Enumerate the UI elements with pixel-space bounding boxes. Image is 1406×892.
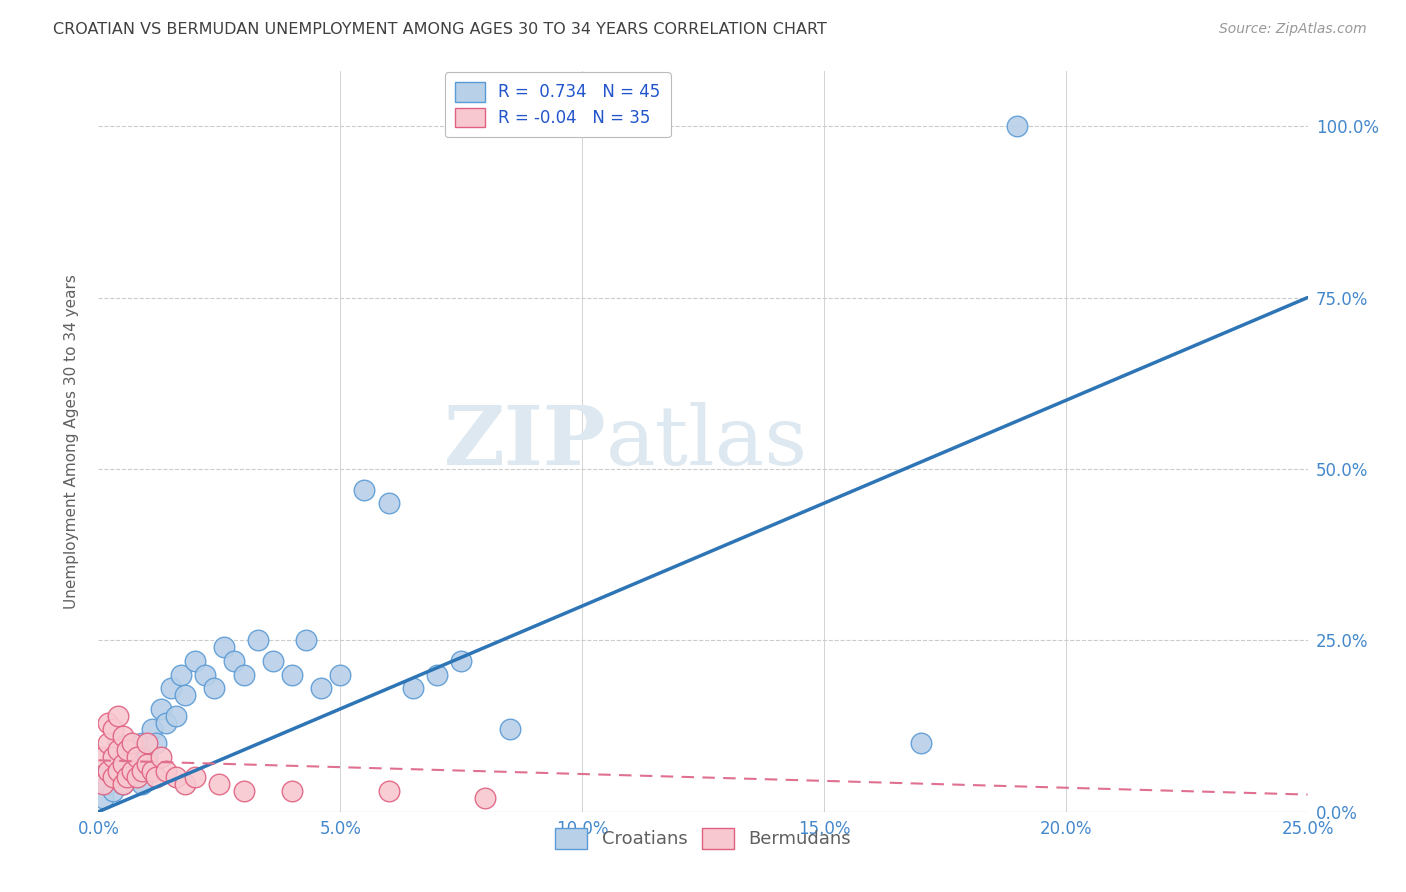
Legend: Croatians, Bermudans: Croatians, Bermudans	[547, 821, 859, 856]
Point	[281, 667, 304, 681]
Point	[101, 750, 124, 764]
Point	[377, 784, 399, 798]
Point	[117, 743, 139, 757]
Point	[295, 633, 318, 648]
Point	[101, 750, 124, 764]
Point	[184, 654, 207, 668]
Point	[212, 640, 235, 655]
Point	[426, 667, 449, 681]
Point	[121, 750, 143, 764]
Point	[329, 667, 352, 681]
Point	[107, 708, 129, 723]
Point	[262, 654, 284, 668]
Point	[111, 756, 134, 771]
Text: atlas: atlas	[606, 401, 808, 482]
Point	[145, 771, 167, 785]
Point	[107, 771, 129, 785]
Point	[165, 708, 187, 723]
Point	[222, 654, 245, 668]
Point	[117, 764, 139, 778]
Point	[910, 736, 932, 750]
Point	[160, 681, 183, 696]
Point	[127, 764, 149, 778]
Point	[111, 777, 134, 791]
Point	[232, 784, 254, 798]
Point	[498, 723, 520, 737]
Point	[97, 736, 120, 750]
Point	[353, 483, 375, 497]
Point	[101, 784, 124, 798]
Point	[474, 791, 496, 805]
Point	[247, 633, 270, 648]
Point	[107, 743, 129, 757]
Point	[131, 777, 153, 791]
Point	[155, 715, 177, 730]
Point	[111, 729, 134, 743]
Point	[281, 784, 304, 798]
Point	[232, 667, 254, 681]
Point	[127, 750, 149, 764]
Point	[121, 736, 143, 750]
Text: CROATIAN VS BERMUDAN UNEMPLOYMENT AMONG AGES 30 TO 34 YEARS CORRELATION CHART: CROATIAN VS BERMUDAN UNEMPLOYMENT AMONG …	[53, 22, 827, 37]
Point	[141, 723, 163, 737]
Point	[111, 756, 134, 771]
Point	[135, 756, 157, 771]
Point	[135, 750, 157, 764]
Text: Source: ZipAtlas.com: Source: ZipAtlas.com	[1219, 22, 1367, 37]
Point	[194, 667, 217, 681]
Point	[97, 764, 120, 778]
Point	[127, 771, 149, 785]
Point	[97, 715, 120, 730]
Point	[111, 777, 134, 791]
Point	[155, 764, 177, 778]
Point	[131, 764, 153, 778]
Point	[145, 736, 167, 750]
Point	[135, 736, 157, 750]
Point	[121, 771, 143, 785]
Point	[91, 791, 114, 805]
Point	[141, 764, 163, 778]
Point	[174, 688, 197, 702]
Point	[204, 681, 226, 696]
Point	[91, 750, 114, 764]
Point	[131, 736, 153, 750]
Point	[107, 764, 129, 778]
Point	[309, 681, 332, 696]
Point	[91, 777, 114, 791]
Point	[174, 777, 197, 791]
Point	[117, 743, 139, 757]
Point	[150, 750, 173, 764]
Point	[377, 496, 399, 510]
Y-axis label: Unemployment Among Ages 30 to 34 years: Unemployment Among Ages 30 to 34 years	[65, 274, 79, 609]
Point	[150, 702, 173, 716]
Point	[208, 777, 231, 791]
Point	[1007, 119, 1029, 133]
Point	[97, 777, 120, 791]
Text: ZIP: ZIP	[444, 401, 606, 482]
Point	[184, 771, 207, 785]
Point	[169, 667, 191, 681]
Point	[101, 723, 124, 737]
Point	[107, 736, 129, 750]
Point	[450, 654, 472, 668]
Point	[101, 771, 124, 785]
Point	[402, 681, 425, 696]
Point	[165, 771, 187, 785]
Point	[97, 764, 120, 778]
Point	[117, 771, 139, 785]
Point	[121, 764, 143, 778]
